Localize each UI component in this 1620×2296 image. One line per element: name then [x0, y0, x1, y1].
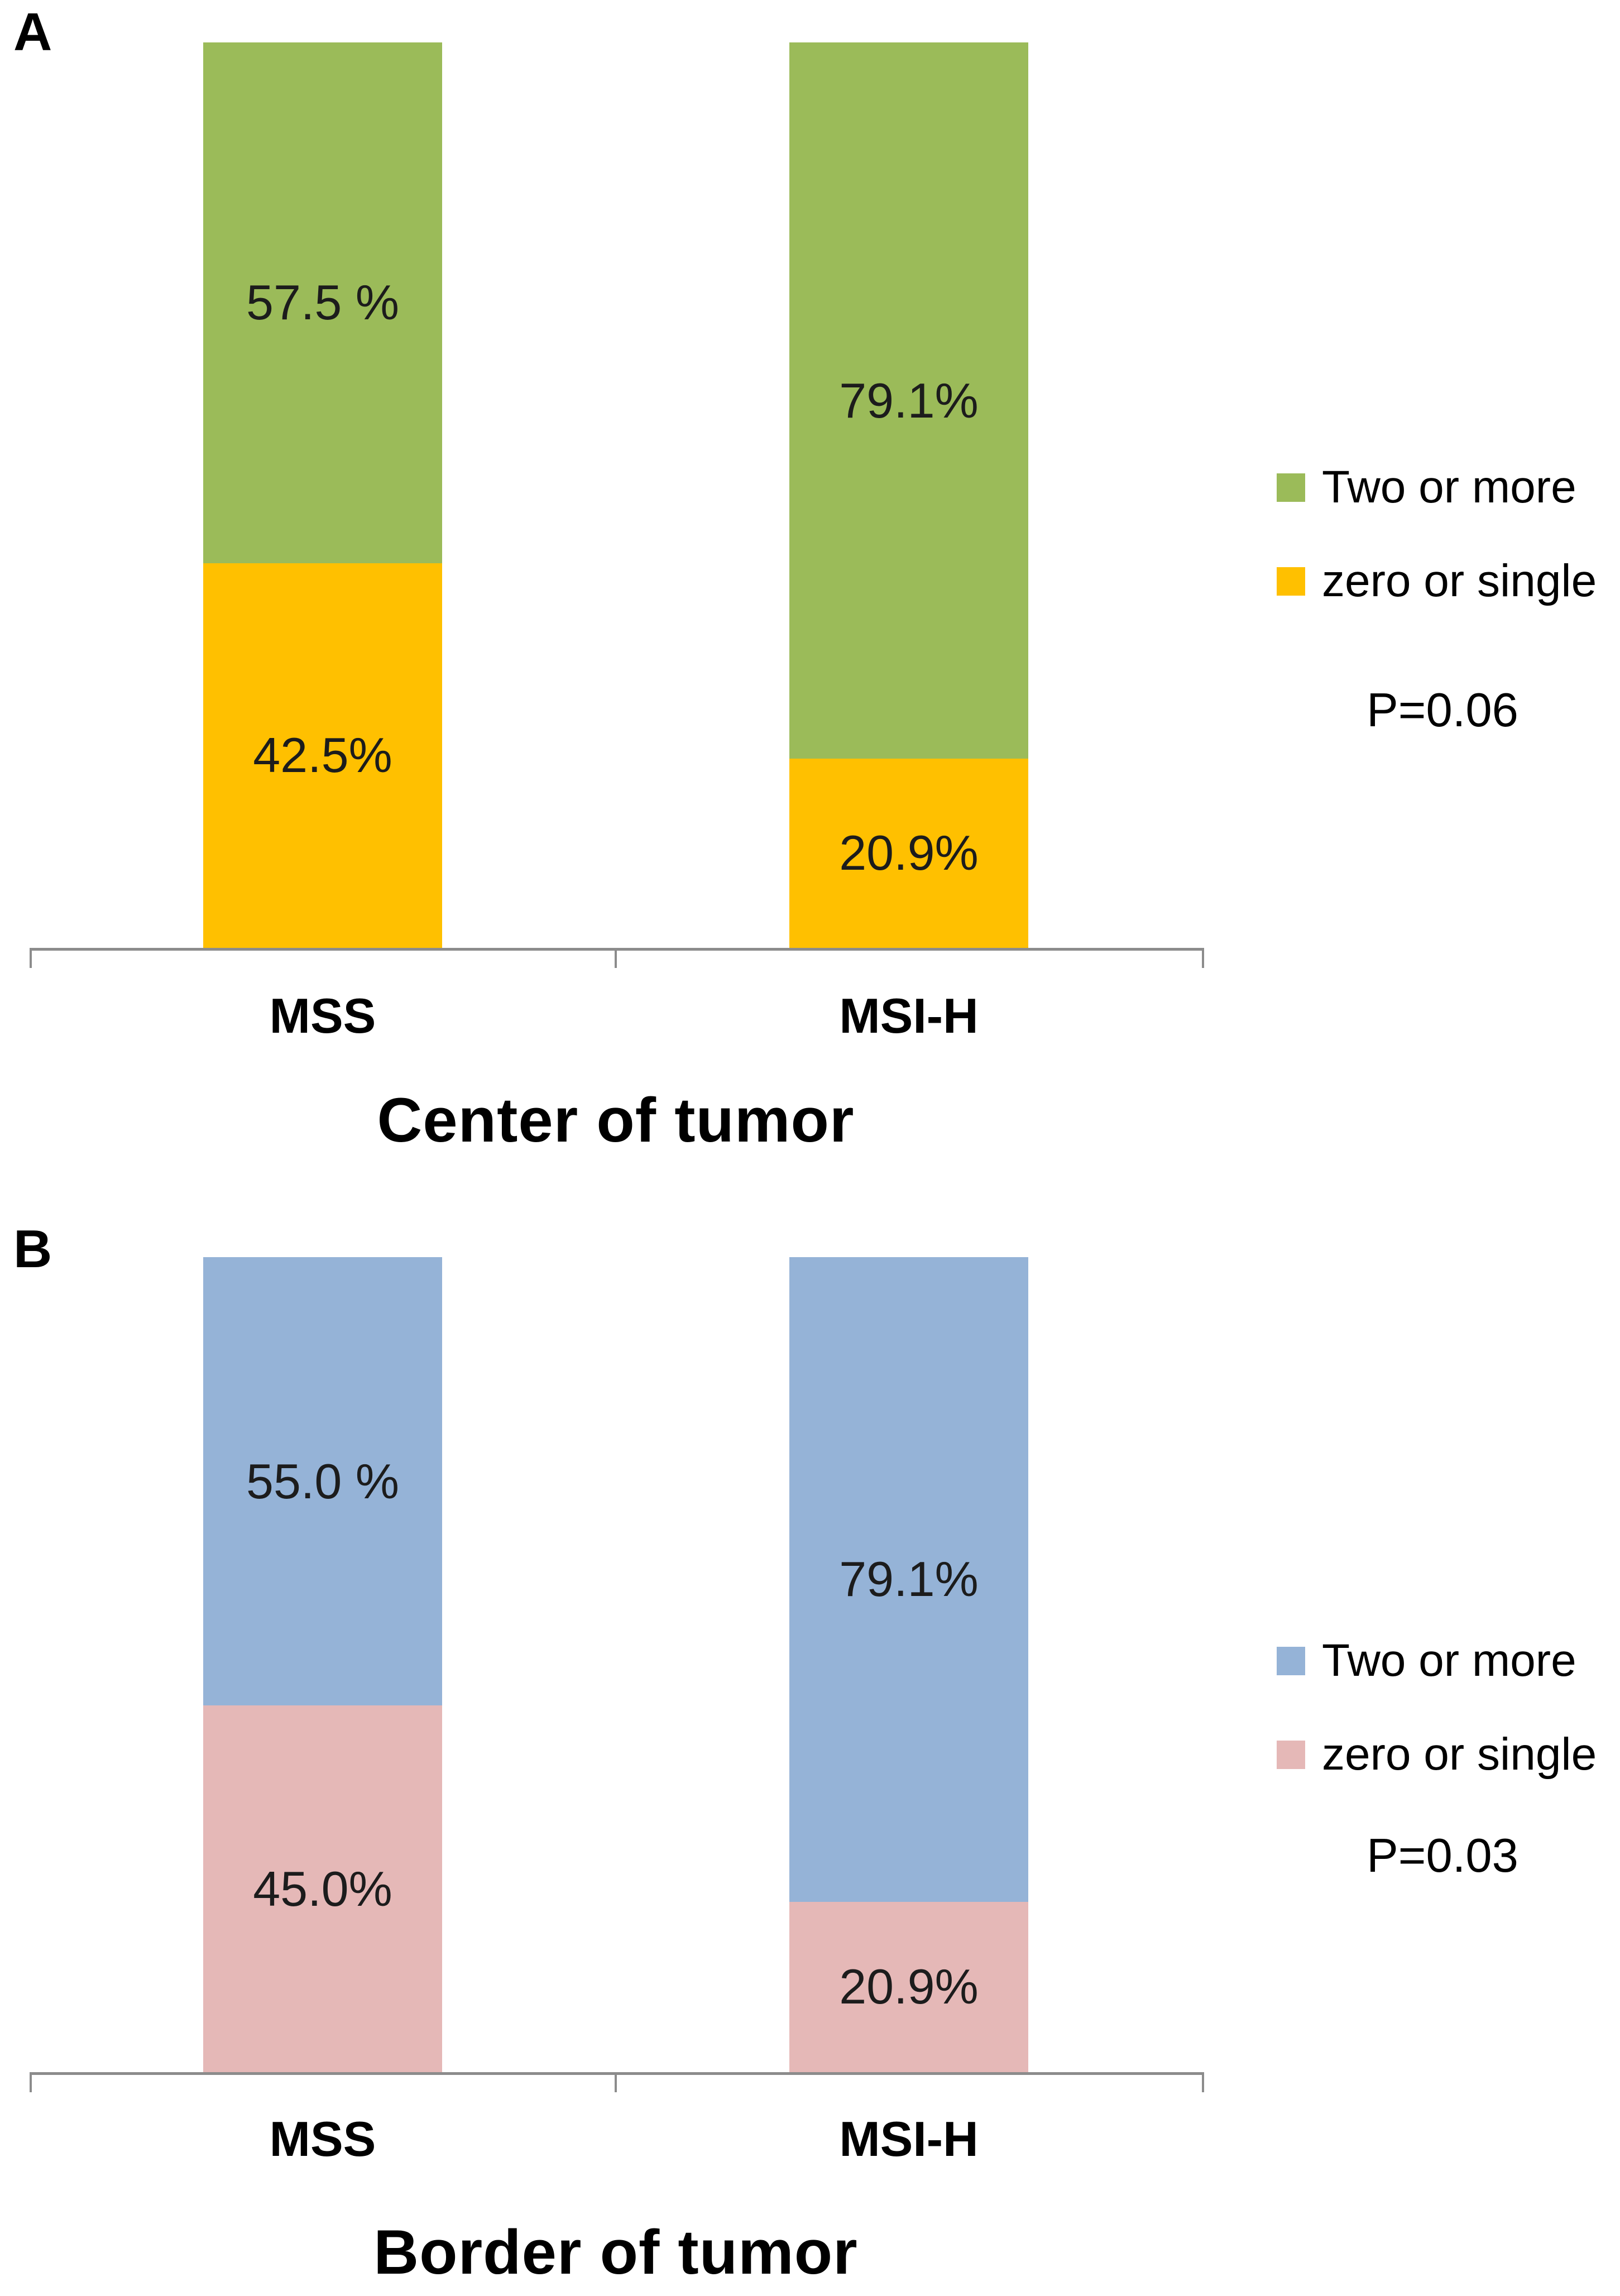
panel-a-mss-segment-two-or-more: 57.5 % — [203, 42, 442, 563]
legend-label: Two or more — [1322, 462, 1576, 512]
panel-a-axis-tick-right — [1202, 948, 1204, 968]
legend-label: Two or more — [1322, 1635, 1576, 1686]
legend-swatch-yellow-icon — [1277, 567, 1305, 596]
data-label: 79.1% — [839, 372, 979, 428]
legend-label: zero or single — [1322, 555, 1597, 606]
panel-b: B 55.0 % 45.0% 79.1% — [0, 1200, 1620, 2296]
panel-b-category-labels: MSS MSI-H — [30, 2115, 1202, 2164]
data-label: 79.1% — [839, 1551, 979, 1607]
panel-b-axis-tick-right — [1202, 2072, 1204, 2092]
data-label: 45.0% — [253, 1861, 392, 1916]
panel-b-title: Border of tumor — [373, 2217, 858, 2287]
panel-a-msih-segment-zero-or-single: 20.9% — [789, 759, 1028, 948]
panel-a-category-cell-msih: 79.1% 20.9% — [616, 42, 1202, 948]
legend-swatch-blue-icon — [1277, 1646, 1305, 1675]
panel-a-plot-area: 57.5 % 42.5% 79.1% 20.9% — [30, 42, 1202, 948]
data-label: 20.9% — [839, 1959, 979, 2015]
panel-a-category-cell-mss: 57.5 % 42.5% — [30, 42, 616, 948]
legend-swatch-green-icon — [1277, 473, 1305, 502]
panel-b-legend-row-two-or-more: Two or more — [1277, 1638, 1576, 1684]
legend-swatch-pink-icon — [1277, 1740, 1305, 1769]
panel-a-bar-mss: 57.5 % 42.5% — [203, 42, 442, 948]
panel-a-x-axis-line — [30, 948, 1204, 951]
panel-b-msih-segment-zero-or-single: 20.9% — [789, 1901, 1028, 2072]
panel-b-legend-row-zero-or-single: zero or single — [1277, 1732, 1597, 1777]
panel-b-letter: B — [13, 1219, 52, 1279]
panel-b-x-axis-line — [30, 2072, 1204, 2075]
panel-b-axis-tick-center — [615, 2072, 617, 2092]
data-label: 20.9% — [839, 825, 979, 881]
panel-b-mss-segment-two-or-more: 55.0 % — [203, 1257, 442, 1705]
panel-a-msih-segment-two-or-more: 79.1% — [789, 42, 1028, 759]
legend-label: zero or single — [1322, 1729, 1597, 1780]
panel-a-axis-tick-left — [30, 948, 32, 968]
panel-a-p-value: P=0.06 — [1367, 684, 1518, 737]
panel-a-bar-msih: 79.1% 20.9% — [789, 42, 1028, 948]
panel-a-legend-row-two-or-more: Two or more — [1277, 464, 1576, 510]
panel-b-bar-mss: 55.0 % 45.0% — [203, 1257, 442, 2072]
panel-b-msih-segment-two-or-more: 79.1% — [789, 1257, 1028, 1902]
panel-b-axis-tick-left — [30, 2072, 32, 2092]
panel-a-category-label-msih: MSI-H — [839, 988, 979, 1043]
panel-b-plot-area: 55.0 % 45.0% 79.1% 20.9% — [30, 1257, 1202, 2072]
panel-b-category-cell-mss: 55.0 % 45.0% — [30, 1257, 616, 2072]
panel-a-category-label-mss: MSS — [269, 988, 376, 1043]
panel-b-category-label-msih: MSI-H — [839, 2111, 979, 2166]
data-label: 55.0 % — [246, 1453, 399, 1509]
data-label: 57.5 % — [246, 275, 399, 330]
panel-a-letter: A — [13, 2, 52, 62]
panel-a-title: Center of tumor — [377, 1085, 855, 1155]
panel-a-legend-row-zero-or-single: zero or single — [1277, 558, 1597, 604]
panel-a: A 57.5 % 42.5% 79.1% — [13, 2, 1597, 1155]
panel-a-mss-segment-zero-or-single: 42.5% — [203, 563, 442, 948]
panel-b-category-label-mss: MSS — [269, 2111, 376, 2166]
panel-b-p-value: P=0.03 — [1367, 1829, 1518, 1882]
panel-b-mss-segment-zero-or-single: 45.0% — [203, 1705, 442, 2072]
panel-a-axis-tick-center — [615, 948, 617, 968]
panel-b-bar-msih: 79.1% 20.9% — [789, 1257, 1028, 2072]
panel-b-category-cell-msih: 79.1% 20.9% — [616, 1257, 1202, 2072]
data-label: 42.5% — [253, 727, 392, 783]
panel-a-category-labels: MSS MSI-H — [30, 991, 1202, 1041]
